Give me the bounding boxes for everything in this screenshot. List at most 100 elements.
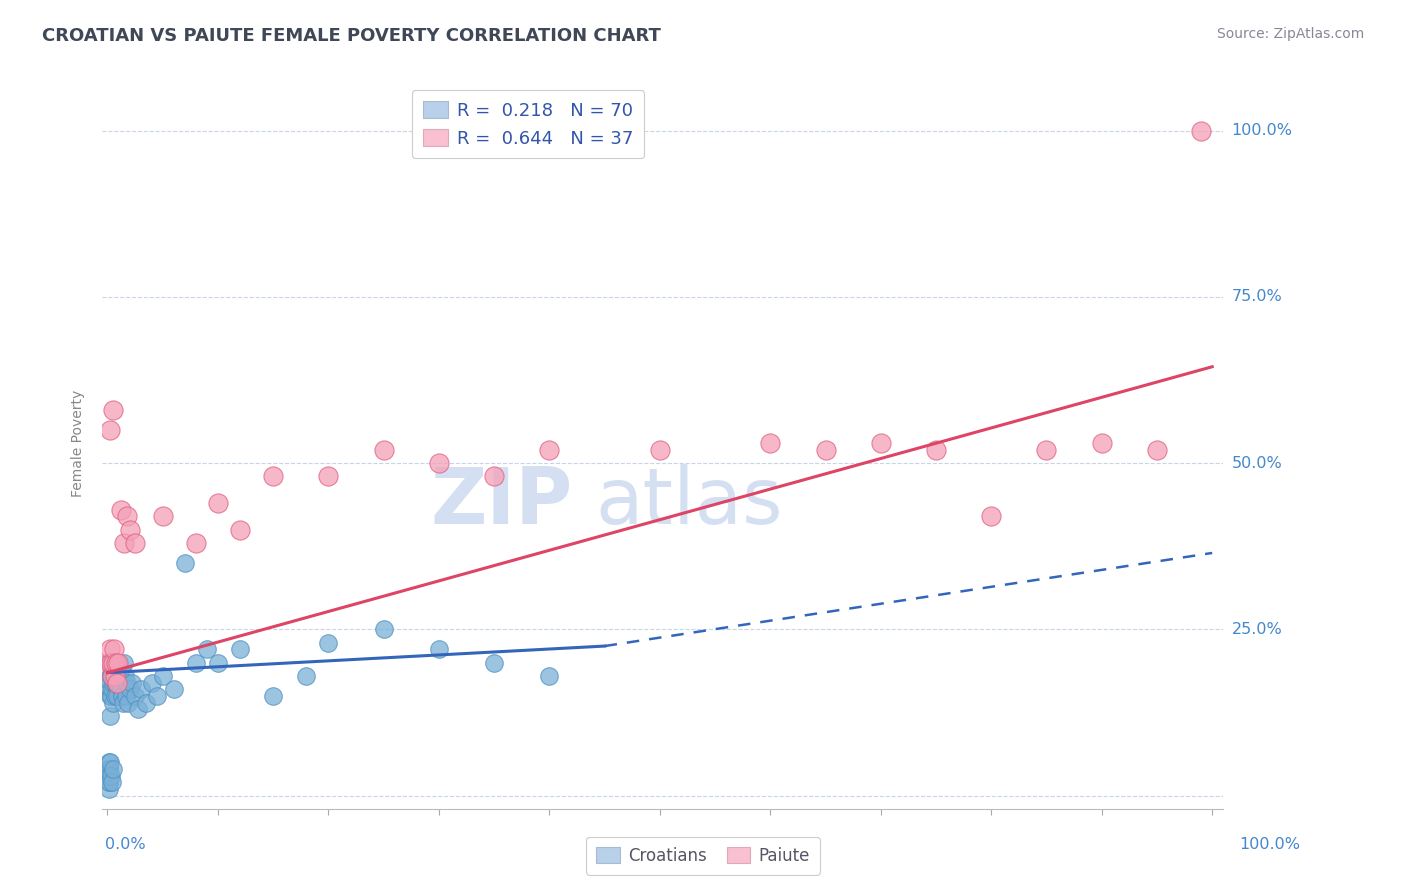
Point [1091, 436, 1114, 450]
Point [115, 689, 138, 703]
Point [105, 669, 128, 683]
Point [869, 436, 891, 450]
Point [107, 675, 129, 690]
Point [648, 442, 671, 457]
Point [97, 769, 120, 783]
Point [98, 669, 121, 683]
Point [318, 636, 340, 650]
Point [184, 536, 207, 550]
Point [101, 675, 124, 690]
Point [97, 775, 120, 789]
Point [112, 536, 135, 550]
Point [163, 682, 186, 697]
Point [117, 675, 139, 690]
Point [980, 509, 1002, 524]
Point [482, 469, 505, 483]
Point [104, 675, 127, 690]
Point [103, 656, 125, 670]
Point [101, 669, 124, 683]
Text: 50.0%: 50.0% [1232, 456, 1282, 471]
Point [129, 682, 152, 697]
Point [101, 656, 124, 670]
Text: 75.0%: 75.0% [1232, 289, 1282, 304]
Point [146, 689, 169, 703]
Point [759, 436, 782, 450]
Point [98, 656, 121, 670]
Point [262, 689, 284, 703]
Point [108, 669, 131, 683]
Point [97, 756, 120, 770]
Point [105, 656, 128, 670]
Point [111, 696, 134, 710]
Legend: Croatians, Paiute: Croatians, Paiute [586, 837, 820, 875]
Text: 100.0%: 100.0% [1240, 837, 1301, 852]
Point [105, 656, 128, 670]
Text: Source: ZipAtlas.com: Source: ZipAtlas.com [1216, 27, 1364, 41]
Point [97, 656, 120, 670]
Point [98, 423, 121, 437]
Point [98, 756, 121, 770]
Point [295, 669, 318, 683]
Point [98, 682, 121, 697]
Point [110, 502, 132, 516]
Point [101, 669, 124, 683]
Y-axis label: Female Poverty: Female Poverty [72, 390, 86, 497]
Point [101, 762, 124, 776]
Point [117, 696, 139, 710]
Point [103, 669, 125, 683]
Point [184, 656, 207, 670]
Point [100, 675, 122, 690]
Point [110, 682, 132, 697]
Point [124, 689, 146, 703]
Point [101, 696, 124, 710]
Point [135, 696, 157, 710]
Point [373, 623, 395, 637]
Point [100, 689, 122, 703]
Point [97, 775, 120, 789]
Point [98, 642, 121, 657]
Point [152, 509, 174, 524]
Point [104, 669, 127, 683]
Point [318, 469, 340, 483]
Point [538, 669, 561, 683]
Point [97, 762, 120, 776]
Point [100, 656, 122, 670]
Point [103, 642, 125, 657]
Point [1189, 123, 1212, 137]
Point [127, 702, 149, 716]
Point [124, 536, 146, 550]
Point [100, 769, 122, 783]
Point [101, 656, 124, 670]
Point [229, 642, 252, 657]
Point [101, 682, 124, 697]
Text: CROATIAN VS PAIUTE FEMALE POVERTY CORRELATION CHART: CROATIAN VS PAIUTE FEMALE POVERTY CORREL… [42, 27, 661, 45]
Point [482, 656, 505, 670]
Point [925, 442, 948, 457]
Point [97, 769, 120, 783]
Point [112, 656, 135, 670]
Point [101, 403, 124, 417]
Point [262, 469, 284, 483]
Text: atlas: atlas [595, 464, 783, 540]
Point [107, 656, 129, 670]
Point [538, 442, 561, 457]
Point [114, 669, 136, 683]
Point [814, 442, 837, 457]
Point [104, 689, 127, 703]
Point [111, 689, 134, 703]
Text: ZIP: ZIP [430, 464, 572, 540]
Point [173, 556, 195, 570]
Legend: R =  0.218   N = 70, R =  0.644   N = 37: R = 0.218 N = 70, R = 0.644 N = 37 [412, 90, 644, 159]
Point [100, 669, 122, 683]
Text: 100.0%: 100.0% [1232, 123, 1292, 138]
Point [101, 775, 124, 789]
Text: 0.0%: 0.0% [105, 837, 146, 852]
Point [373, 442, 395, 457]
Point [117, 509, 139, 524]
Point [118, 682, 141, 697]
Point [427, 456, 450, 470]
Point [229, 523, 252, 537]
Point [97, 769, 120, 783]
Point [121, 675, 143, 690]
Point [105, 675, 128, 690]
